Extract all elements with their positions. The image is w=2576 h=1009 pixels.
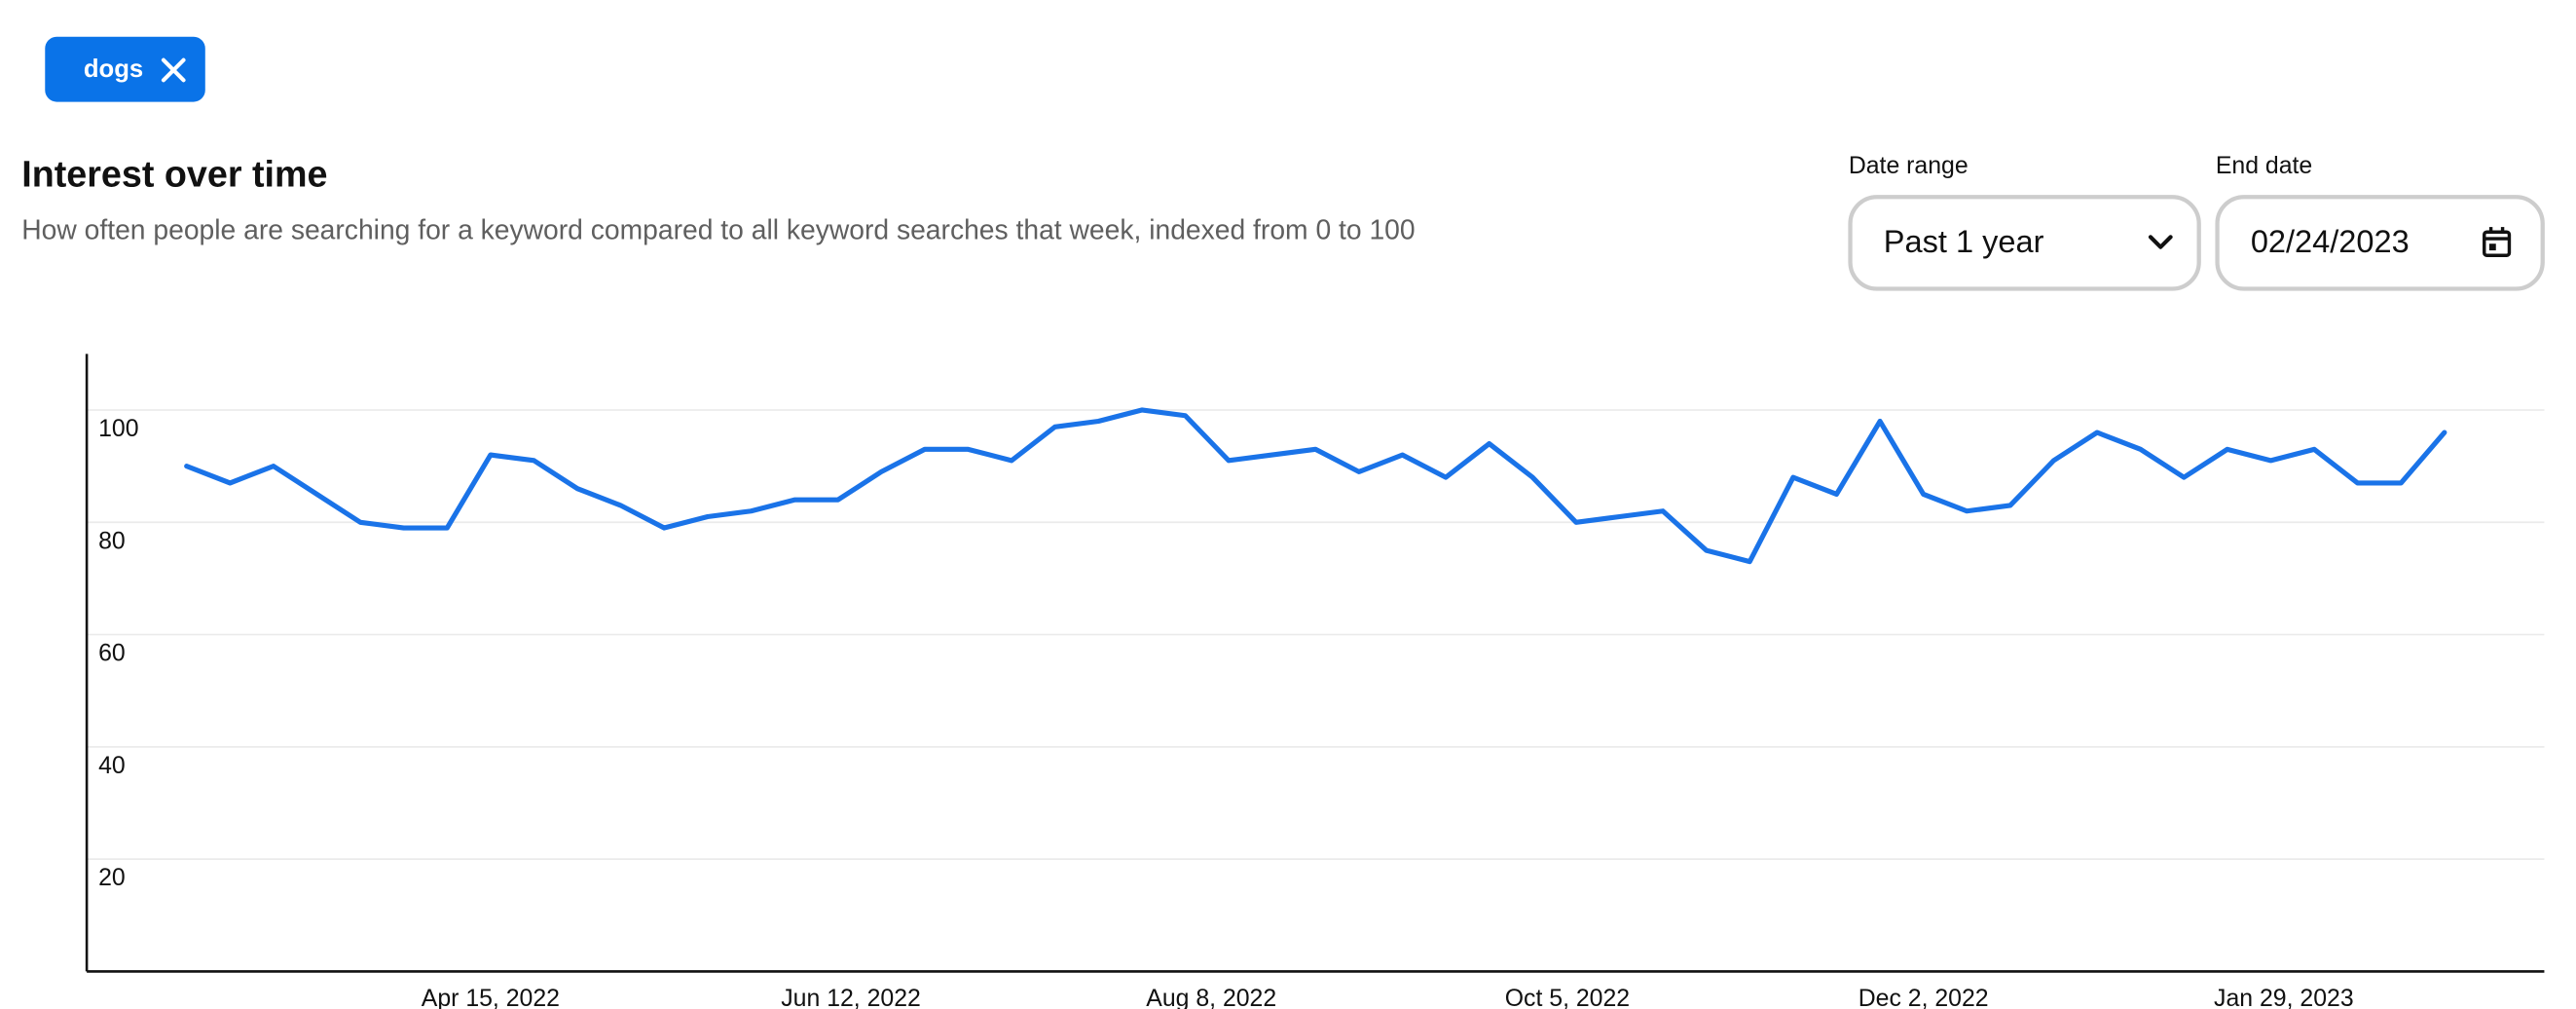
calendar-icon[interactable] bbox=[2483, 227, 2512, 257]
date-range-select[interactable]: Past 1 year bbox=[1848, 195, 2201, 291]
chart-subtitle: How often people are searching for a key… bbox=[21, 214, 1415, 245]
y-tick-label: 100 bbox=[98, 416, 138, 442]
end-date-input[interactable]: 02/24/2023 bbox=[2215, 195, 2545, 291]
x-tick-label: Dec 2, 2022 bbox=[1858, 986, 1989, 1009]
x-tick-label: Aug 8, 2022 bbox=[1146, 986, 1276, 1009]
y-tick-label: 60 bbox=[98, 641, 126, 667]
input-value: 02/24/2023 bbox=[2251, 224, 2410, 259]
plot: 20 40 60 80 100 Apr 15, 2022 Jun 12, 2022 Aug 8… bbox=[85, 354, 2545, 1009]
date-range-label: Date range bbox=[1849, 153, 1969, 179]
y-tick-label: 80 bbox=[98, 528, 126, 554]
y-tick-label: 40 bbox=[98, 753, 126, 779]
chip-background bbox=[45, 36, 205, 102]
keyword-chip[interactable]: dogs bbox=[45, 36, 205, 102]
y-tick-label: 20 bbox=[98, 865, 126, 891]
input-box bbox=[2215, 195, 2545, 291]
chevron-icon bbox=[2148, 235, 2173, 249]
chart-title: Interest over time bbox=[21, 154, 327, 195]
select-value: Past 1 year bbox=[1884, 224, 2044, 259]
x-tick-label: Jun 12, 2022 bbox=[781, 986, 921, 1009]
select-box bbox=[1848, 195, 2201, 291]
x-tick-label: Oct 5, 2022 bbox=[1505, 986, 1630, 1009]
x-tick-label: Jan 29, 2023 bbox=[2214, 986, 2354, 1009]
x-tick-label: Apr 15, 2022 bbox=[422, 986, 560, 1009]
chip-label: dogs bbox=[84, 56, 143, 83]
chip-close-icon[interactable] bbox=[161, 57, 186, 83]
series-line bbox=[184, 407, 2447, 565]
end-date-label: End date bbox=[2216, 153, 2312, 179]
